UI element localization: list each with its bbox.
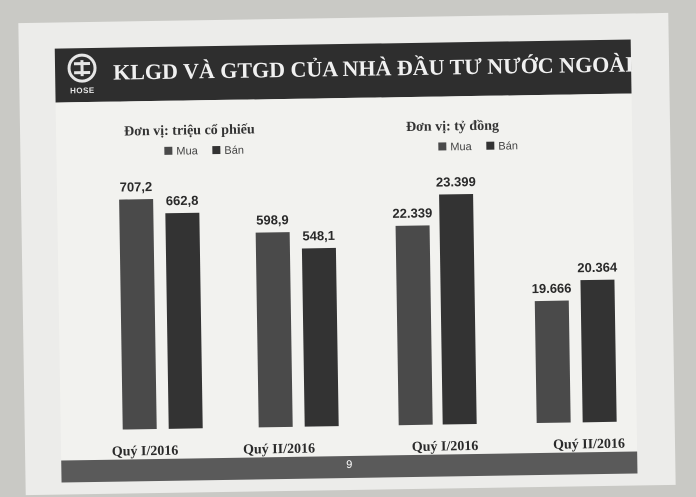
- chart-1-legend-swatch-1: [486, 141, 495, 150]
- chart-1-legend-swatch-0: [438, 142, 447, 151]
- chart-1-legend-label-0: Mua: [450, 141, 472, 153]
- chart-0-bar-0-1: [165, 212, 203, 429]
- document-sheet: HOSE KLGD VÀ GTGD CỦA NHÀ ĐẦU TƯ NƯỚC NG…: [18, 12, 676, 496]
- logo-text: HOSE: [69, 85, 95, 96]
- chart-0-category-label-0: Quý I/2016: [112, 444, 179, 460]
- chart-1-bar-0-0: [395, 225, 433, 426]
- charts-area: Đơn vị: triệu cổ phiếu Mua Bán 707,2 662,8 Qu…: [55, 93, 638, 461]
- chart-1-bar-0-1: [439, 194, 477, 425]
- chart-0-category-label-1: Quý II/2016: [243, 442, 315, 458]
- chart-1-data-label-0-1: 23.399: [436, 174, 476, 190]
- chart-1-category-label-0: Quý I/2016: [412, 439, 479, 455]
- chart-0-legend-label-1: Bán: [224, 145, 244, 157]
- chart-0-bar-1-1: [301, 247, 339, 427]
- chart-0-data-label-0-1: 662,8: [166, 193, 199, 209]
- chart-0-data-label-0-0: 707,2: [120, 179, 153, 195]
- chart-0-data-label-1-0: 598,9: [256, 212, 289, 228]
- charts-svg: Đơn vị: triệu cổ phiếu Mua Bán 707,2 662,8 Qu…: [112, 119, 625, 460]
- chart-1-data-label-0-0: 22.339: [392, 205, 432, 221]
- chart-1-data-label-1-1: 20.364: [577, 260, 618, 276]
- chart-1-data-label-1-0: 19.666: [532, 280, 572, 296]
- chart-1-category-label-1: Quý II/2016: [553, 437, 625, 453]
- chart-1-bar-1-0: [534, 300, 571, 424]
- hose-logo-icon: [67, 53, 97, 83]
- chart-0-legend-label-0: Mua: [176, 145, 198, 157]
- chart-0-bar-0-0: [119, 199, 157, 430]
- chart-0-legend-swatch-1: [212, 145, 221, 155]
- chart-0-bar-1-0: [255, 232, 293, 428]
- chart-0-unit-title: Đơn vị: triệu cổ phiếu: [124, 122, 255, 139]
- chart-1-legend-label-1: Bán: [498, 140, 518, 152]
- chart-0-data-label-1-1: 548,1: [302, 228, 335, 244]
- chart-1-bar-1-1: [580, 279, 617, 423]
- page-title: KLGD VÀ GTGD CỦA NHÀ ĐẦU TƯ NƯỚC NGOÀI: [112, 51, 634, 85]
- hose-logo: HOSE: [61, 52, 104, 99]
- chart-0-legend-swatch-0: [164, 146, 173, 155]
- header-band: HOSE KLGD VÀ GTGD CỦA NHÀ ĐẦU TƯ NƯỚC NG…: [54, 39, 634, 103]
- chart-1-unit-title: Đơn vị: tỷ đồng: [406, 119, 499, 135]
